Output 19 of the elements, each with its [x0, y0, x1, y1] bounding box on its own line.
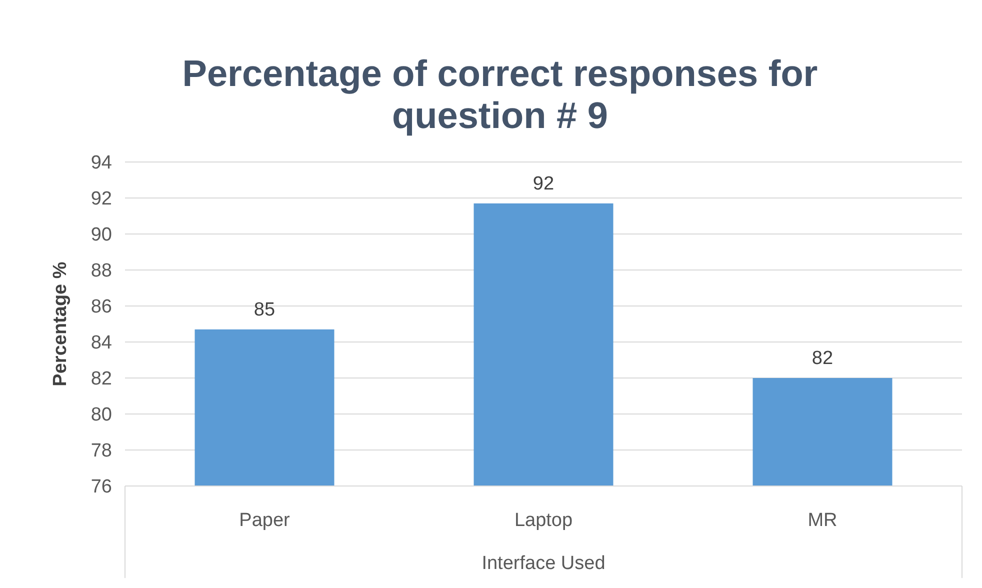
y-tick-label: 80 — [90, 404, 112, 426]
y-axis-title: Percentage % — [50, 262, 71, 386]
y-tick-label: 82 — [90, 368, 112, 390]
y-tick-label: 78 — [90, 440, 112, 462]
y-tick-label: 92 — [90, 188, 112, 210]
y-tick-label: 86 — [90, 296, 112, 318]
data-label: 82 — [812, 348, 834, 369]
data-label: 85 — [254, 299, 276, 320]
y-tick-label: 88 — [90, 260, 112, 282]
data-label: 92 — [532, 173, 554, 194]
x-tick-label: MR — [808, 510, 838, 531]
chart-title: Percentage of correct responses for question # 9 — [182, 53, 818, 136]
y-tick-label: 90 — [90, 224, 112, 246]
x-axis-title: Interface Used — [482, 553, 606, 574]
y-tick-label: 76 — [90, 476, 112, 498]
x-tick-label: Laptop — [514, 510, 573, 531]
y-tick-label: 84 — [90, 332, 112, 354]
y-tick-label: 94 — [90, 152, 112, 174]
x-tick-label: Paper — [239, 510, 291, 531]
